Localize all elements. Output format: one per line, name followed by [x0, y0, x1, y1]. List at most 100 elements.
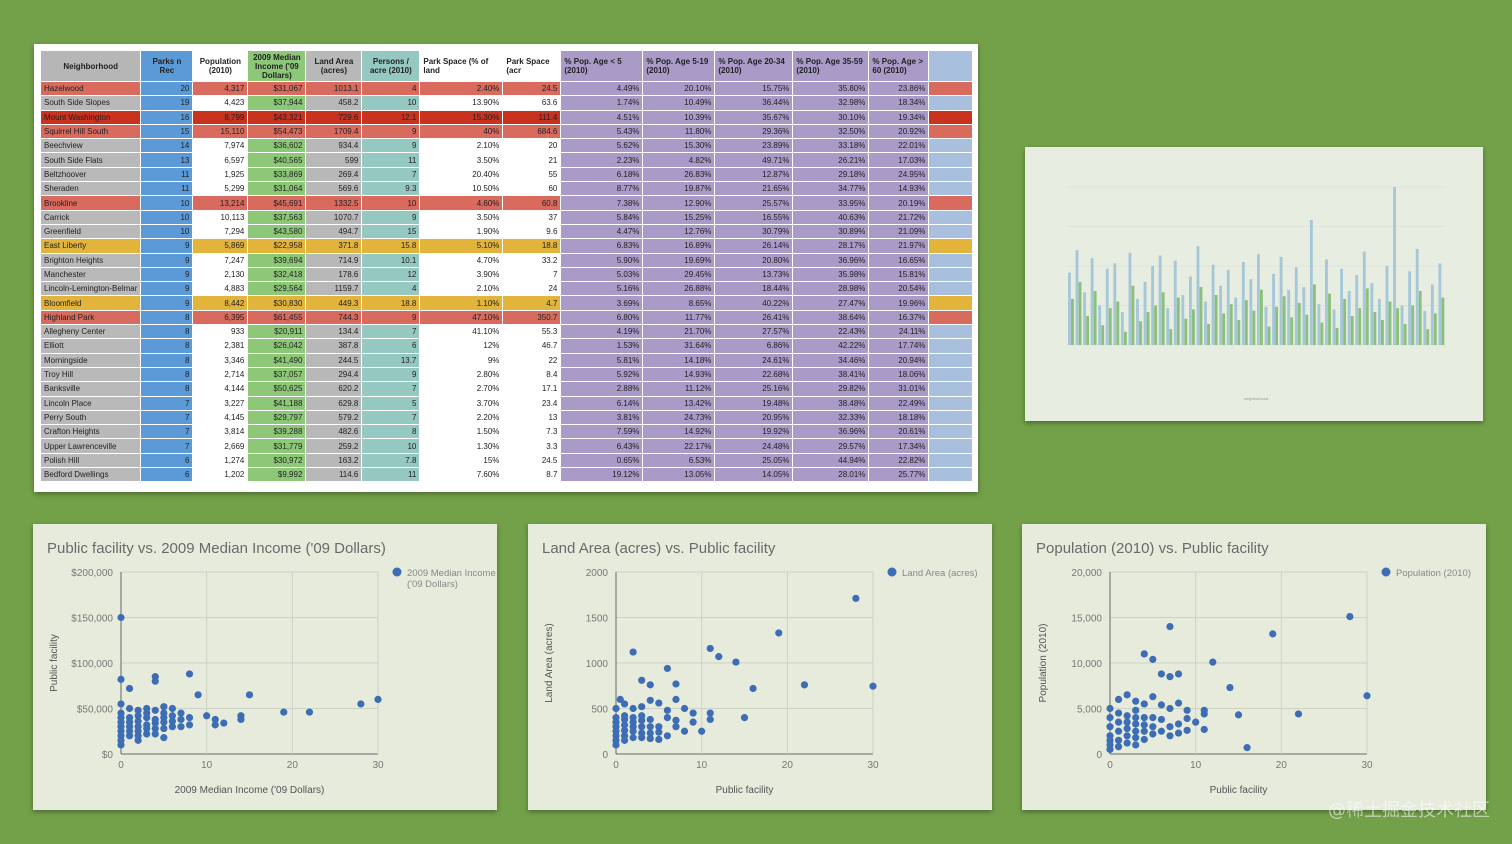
data-cell[interactable]: 1709.4 — [305, 123, 363, 140]
data-cell[interactable]: 2,381 — [192, 338, 249, 354]
data-cell[interactable]: 599 — [305, 152, 363, 168]
data-cell[interactable]: 18.06% — [868, 366, 930, 383]
column-header[interactable]: % Pop. Age 5-19 (2010) — [642, 50, 716, 82]
neighborhood-cell[interactable]: Sheraden — [39, 181, 142, 197]
data-cell[interactable]: 714.9 — [305, 252, 363, 268]
data-cell[interactable]: 15.30% — [419, 109, 504, 125]
data-cell[interactable]: 2.10% — [419, 138, 504, 154]
table-row[interactable]: Polish Hill 6 1,274 $30,972 163.2 7.8 15% 24.5 0… — [39, 452, 974, 469]
data-cell[interactable]: $22,958 — [247, 238, 307, 254]
data-cell[interactable]: $43,580 — [247, 223, 307, 240]
data-cell[interactable]: 18.18% — [868, 409, 930, 426]
data-cell[interactable]: $39,694 — [247, 252, 307, 268]
data-cell[interactable]: 8 — [140, 324, 194, 340]
data-cell[interactable]: 23.86% — [868, 80, 930, 97]
data-cell[interactable]: 9 — [361, 366, 421, 383]
data-cell[interactable]: 49.71% — [714, 152, 794, 168]
neighborhood-cell[interactable]: South Side Flats — [39, 152, 142, 168]
column-header[interactable]: Parks n Rec — [140, 50, 194, 82]
data-cell[interactable]: 36.44% — [714, 95, 794, 111]
table-row[interactable]: Perry South 7 4,145 $29,797 579.2 7 2.20% 13 3.8… — [39, 409, 974, 426]
data-cell[interactable]: 36.96% — [792, 424, 870, 440]
data-cell[interactable]: 25.16% — [714, 381, 794, 397]
data-cell[interactable]: 3,227 — [192, 395, 249, 411]
data-cell[interactable]: $54,473 — [247, 123, 307, 140]
data-cell[interactable]: 15,110 — [192, 123, 249, 140]
data-cell[interactable]: 28.98% — [792, 281, 870, 297]
data-cell[interactable]: $31,779 — [247, 438, 307, 454]
data-cell[interactable]: $41,188 — [247, 395, 307, 411]
data-cell[interactable]: 4.60% — [419, 195, 504, 211]
data-cell[interactable]: 629.8 — [305, 395, 363, 411]
data-cell[interactable]: $29,564 — [247, 281, 307, 297]
data-cell[interactable]: 31.64% — [642, 338, 716, 354]
data-cell[interactable]: 10 — [140, 223, 194, 240]
column-header[interactable]: 2009 Median Income ('09 Dollars) — [247, 50, 307, 82]
data-cell[interactable]: 22 — [502, 352, 562, 368]
table-row[interactable]: Lincoln Place 7 3,227 $41,188 629.8 5 3.70% 23.… — [39, 395, 974, 411]
data-cell[interactable]: $20,911 — [247, 324, 307, 340]
data-cell[interactable]: 19.12% — [560, 467, 644, 483]
data-cell[interactable]: 8.4 — [502, 366, 562, 383]
data-cell[interactable]: 26.41% — [714, 309, 794, 326]
neighborhood-cell[interactable]: Manchester — [39, 266, 142, 283]
data-cell[interactable]: 32.33% — [792, 409, 870, 426]
data-cell[interactable]: 28.17% — [792, 238, 870, 254]
neighborhood-cell[interactable]: South Side Slopes — [39, 95, 142, 111]
data-cell[interactable]: 8 — [140, 366, 194, 383]
data-cell[interactable]: 9.6 — [502, 223, 562, 240]
data-cell[interactable]: 4.19% — [560, 324, 644, 340]
data-cell[interactable]: 13.7 — [361, 352, 421, 368]
data-cell[interactable]: 15.8 — [361, 238, 421, 254]
data-cell[interactable]: 5.10% — [419, 238, 504, 254]
data-cell[interactable]: 15.75% — [714, 80, 794, 97]
column-header[interactable]: Persons / acre (2010) — [361, 50, 421, 82]
data-cell[interactable]: 36.96% — [792, 252, 870, 268]
table-row[interactable]: Carrick 10 10,113 $37,563 1070.7 9 3.50% 37 5.84… — [39, 209, 974, 225]
data-cell[interactable]: 12.76% — [642, 223, 716, 240]
data-cell[interactable]: 11.12% — [642, 381, 716, 397]
data-cell[interactable]: 16 — [140, 109, 194, 125]
data-cell[interactable]: 1.10% — [419, 295, 504, 311]
data-cell[interactable]: 20 — [502, 138, 562, 154]
data-cell[interactable]: 8 — [361, 424, 421, 440]
data-cell[interactable]: 23.4 — [502, 395, 562, 411]
data-cell[interactable]: 10.1 — [361, 252, 421, 268]
data-cell[interactable]: 13,214 — [192, 195, 249, 211]
data-cell[interactable]: 2.80% — [419, 366, 504, 383]
data-cell[interactable]: 6.53% — [642, 452, 716, 469]
data-cell[interactable]: 3.81% — [560, 409, 644, 426]
table-row[interactable]: South Side Slopes 19 4,423 $37,944 458.2 10 13… — [39, 95, 974, 111]
data-cell[interactable]: 38.64% — [792, 309, 870, 326]
data-cell[interactable]: 111.4 — [502, 109, 562, 125]
table-row[interactable]: Allegheny Center 8 933 $20,911 134.4 7 41.10% 5… — [39, 324, 974, 340]
data-cell[interactable]: 10 — [140, 209, 194, 225]
data-cell[interactable]: $39,288 — [247, 424, 307, 440]
data-cell[interactable]: 21.65% — [714, 181, 794, 197]
neighborhood-cell[interactable]: Brighton Heights — [39, 252, 142, 268]
data-cell[interactable]: 8 — [140, 381, 194, 397]
data-cell[interactable]: 14.92% — [642, 424, 716, 440]
table-row[interactable]: Hazelwood 20 4,317 $31,067 1013.1 4 2.40% 24.5 4… — [39, 80, 974, 97]
data-cell[interactable]: $9,992 — [247, 467, 307, 483]
data-cell[interactable]: 7 — [502, 266, 562, 283]
data-cell[interactable]: 40.63% — [792, 209, 870, 225]
data-cell[interactable]: 15 — [140, 123, 194, 140]
data-cell[interactable]: 41.10% — [419, 324, 504, 340]
data-cell[interactable]: 12.87% — [714, 166, 794, 183]
data-cell[interactable]: 26.14% — [714, 238, 794, 254]
table-row[interactable]: Crafton Heights 7 3,814 $39,288 482.6 8 1.50% 7… — [39, 424, 974, 440]
data-cell[interactable]: 22.68% — [714, 366, 794, 383]
data-cell[interactable]: 294.4 — [305, 366, 363, 383]
data-cell[interactable]: 9 — [361, 138, 421, 154]
data-cell[interactable]: 9 — [361, 209, 421, 225]
data-cell[interactable]: 8.7 — [502, 467, 562, 483]
data-cell[interactable]: 23.89% — [714, 138, 794, 154]
column-header[interactable]: % Pop. Age 35-59 (2010) — [792, 50, 870, 82]
data-cell[interactable]: 24.73% — [642, 409, 716, 426]
data-cell[interactable]: 11 — [140, 181, 194, 197]
data-cell[interactable]: 20.92% — [868, 123, 930, 140]
data-cell[interactable]: 4 — [361, 281, 421, 297]
data-cell[interactable]: 24.11% — [868, 324, 930, 340]
data-cell[interactable]: 12 — [361, 266, 421, 283]
